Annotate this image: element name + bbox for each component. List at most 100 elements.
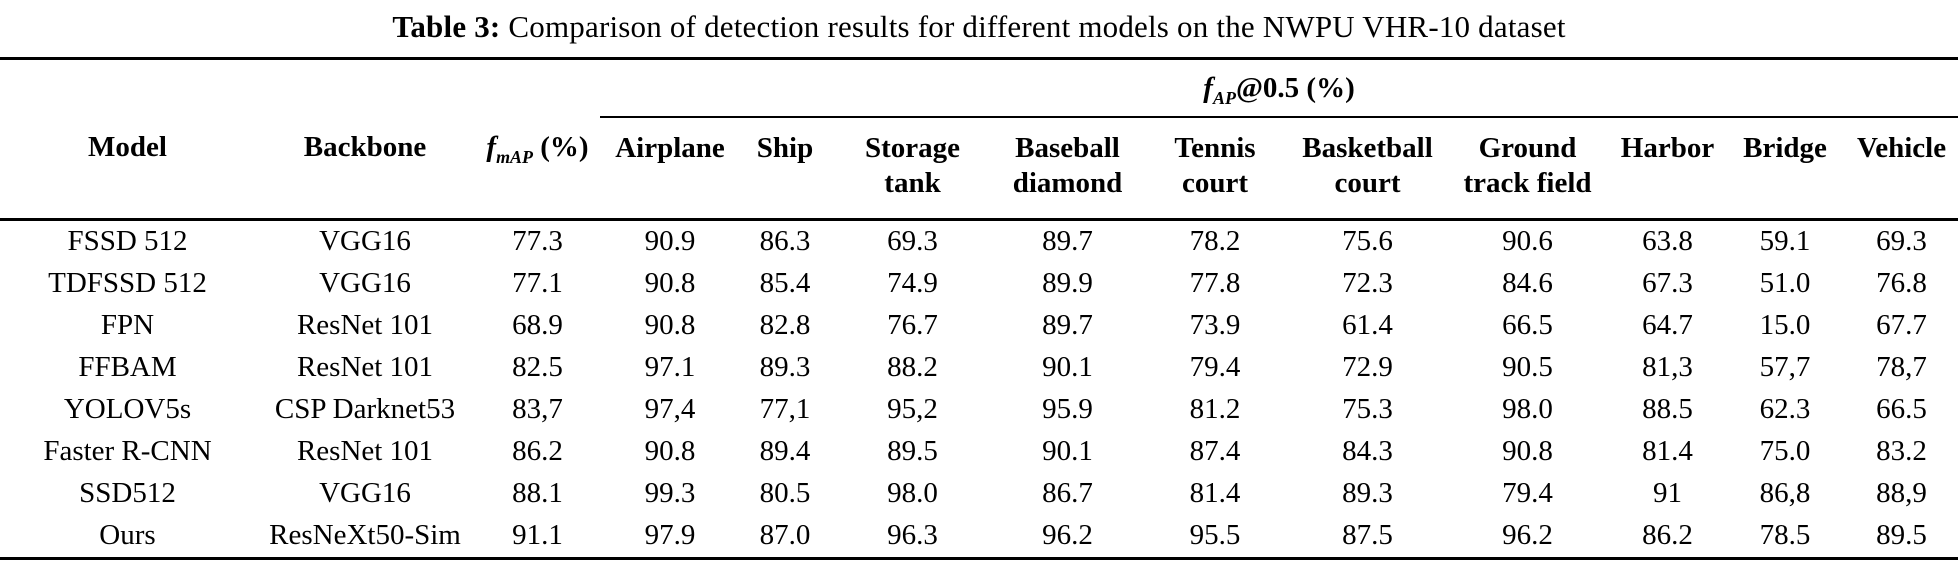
table-row: Ours ResNeXt50-Sim 91.1 97.9 87.0 96.3 96.2 95.… <box>0 515 1958 559</box>
fap-threshold-text: @0.5 (%) <box>1235 72 1355 104</box>
value-cell: 76.8 <box>1876 267 1927 300</box>
value-cell: 67.3 <box>1642 267 1693 300</box>
group-header-spacer <box>0 59 600 117</box>
table-row: YOLOV5s CSP Darknet53 83,7 97,4 77,1 95,2 95.9… <box>0 389 1958 431</box>
value-cell: 88.2 <box>887 351 938 384</box>
table-row: FPN ResNet 101 68.9 90.8 82.8 76.7 89.7 73.9 61.… <box>0 305 1958 347</box>
value-cell: 59.1 <box>1759 225 1811 258</box>
col-header-backbone: Backbone <box>255 116 475 221</box>
col-header-baseball: Baseball diamond <box>995 116 1140 221</box>
value-cell: 69.3 <box>1876 225 1927 258</box>
col-header-line2: track field <box>1463 167 1592 200</box>
backbone-cell: VGG16 <box>319 477 411 510</box>
value-cell: 90.1 <box>1042 435 1093 468</box>
col-header-model-label: Model <box>88 130 167 163</box>
col-header-line2: court <box>1334 167 1401 200</box>
value-cell: 98.0 <box>1502 393 1553 426</box>
model-cell: FFBAM <box>78 351 177 384</box>
col-header-bridge: Bridge <box>1725 116 1845 221</box>
col-header-ground: Ground track field <box>1445 116 1610 221</box>
table-row: TDFSSD 512 VGG16 77.1 90.8 85.4 74.9 89.9 77.8 7… <box>0 263 1958 305</box>
value-cell: 77.3 <box>512 225 563 258</box>
col-header-line1: Ship <box>756 131 814 164</box>
col-header-line1: Vehicle <box>1856 131 1947 164</box>
value-cell: 80.5 <box>759 477 811 510</box>
table-caption-label: Table 3: <box>392 9 501 44</box>
value-cell: 89.7 <box>1042 309 1093 342</box>
fap-symbol: f <box>1203 72 1213 104</box>
col-header-line1: Airplane <box>615 131 725 164</box>
results-table: fAP@0.5 (%) Model Backbone fmAP (%) Airp… <box>0 57 1958 560</box>
model-cell: TDFSSD 512 <box>48 267 207 300</box>
group-header-row: fAP@0.5 (%) <box>0 58 1958 118</box>
value-cell: 64.7 <box>1642 309 1693 342</box>
value-cell: 89.5 <box>1876 519 1927 552</box>
value-cell: 15.0 <box>1759 309 1811 342</box>
table-caption: Table 3: Comparison of detection results… <box>0 0 1958 57</box>
fmap-symbol: f <box>486 130 497 163</box>
value-cell: 67.7 <box>1876 309 1927 342</box>
value-cell: 91.1 <box>512 519 563 552</box>
backbone-cell: ResNet 101 <box>296 435 434 468</box>
value-cell: 86.7 <box>1042 477 1093 510</box>
backbone-cell: ResNet 101 <box>296 351 434 384</box>
value-cell: 89.5 <box>887 435 938 468</box>
value-cell: 90.8 <box>644 435 696 468</box>
value-cell: 99.3 <box>644 477 696 510</box>
value-cell: 97,4 <box>644 393 696 426</box>
value-cell: 89.4 <box>759 435 811 468</box>
value-cell: 78,7 <box>1876 351 1927 384</box>
backbone-cell: CSP Darknet53 <box>274 393 456 426</box>
value-cell: 90.1 <box>1042 351 1093 384</box>
model-cell: YOLOV5s <box>63 393 192 426</box>
value-cell: 87.4 <box>1189 435 1241 468</box>
value-cell: 84.3 <box>1342 435 1393 468</box>
value-cell: 87.0 <box>759 519 811 552</box>
value-cell: 90.8 <box>1502 435 1553 468</box>
value-cell: 88.5 <box>1642 393 1693 426</box>
col-header-line1: Baseball <box>1015 131 1120 164</box>
value-cell: 82.5 <box>512 351 563 384</box>
value-cell: 72.3 <box>1342 267 1393 300</box>
model-cell: Ours <box>99 519 156 552</box>
value-cell: 78.2 <box>1189 225 1241 258</box>
model-cell: Faster R-CNN <box>43 435 212 468</box>
value-cell: 95,2 <box>887 393 938 426</box>
value-cell: 69.3 <box>887 225 938 258</box>
table-row: SSD512 VGG16 88.1 99.3 80.5 98.0 86.7 81.4 89.3 7… <box>0 473 1958 515</box>
value-cell: 62.3 <box>1759 393 1811 426</box>
model-cell: SSD512 <box>79 477 176 510</box>
value-cell: 68.9 <box>512 309 563 342</box>
col-header-line1: Basketball <box>1302 131 1433 164</box>
value-cell: 96.3 <box>887 519 938 552</box>
value-cell: 79.4 <box>1502 477 1553 510</box>
value-cell: 77,1 <box>759 393 811 426</box>
value-cell: 61.4 <box>1342 309 1393 342</box>
value-cell: 76.7 <box>887 309 938 342</box>
col-header-line1: Storage <box>864 131 961 164</box>
value-cell: 95.5 <box>1189 519 1241 552</box>
value-cell: 78.5 <box>1759 519 1811 552</box>
value-cell: 89.3 <box>759 351 811 384</box>
value-cell: 95.9 <box>1042 393 1093 426</box>
col-header-line1: Bridge <box>1743 131 1827 164</box>
col-header-airplane: Airplane <box>600 116 740 221</box>
value-cell: 86.3 <box>759 225 811 258</box>
value-cell: 97.9 <box>644 519 696 552</box>
value-cell: 77.8 <box>1189 267 1241 300</box>
col-header-model: Model <box>0 116 255 221</box>
value-cell: 84.6 <box>1502 267 1553 300</box>
backbone-cell: VGG16 <box>319 267 411 300</box>
col-header-line2: tank <box>884 167 941 200</box>
value-cell: 83.2 <box>1876 435 1927 468</box>
value-cell: 86.2 <box>512 435 563 468</box>
value-cell: 82.8 <box>759 309 811 342</box>
value-cell: 81.4 <box>1642 435 1693 468</box>
backbone-cell: ResNeXt50-Sim <box>269 519 461 552</box>
value-cell: 81,3 <box>1642 351 1693 384</box>
value-cell: 90.8 <box>644 267 696 300</box>
value-cell: 81.2 <box>1189 393 1241 426</box>
value-cell: 96.2 <box>1502 519 1553 552</box>
value-cell: 51.0 <box>1759 267 1811 300</box>
value-cell: 79.4 <box>1189 351 1241 384</box>
